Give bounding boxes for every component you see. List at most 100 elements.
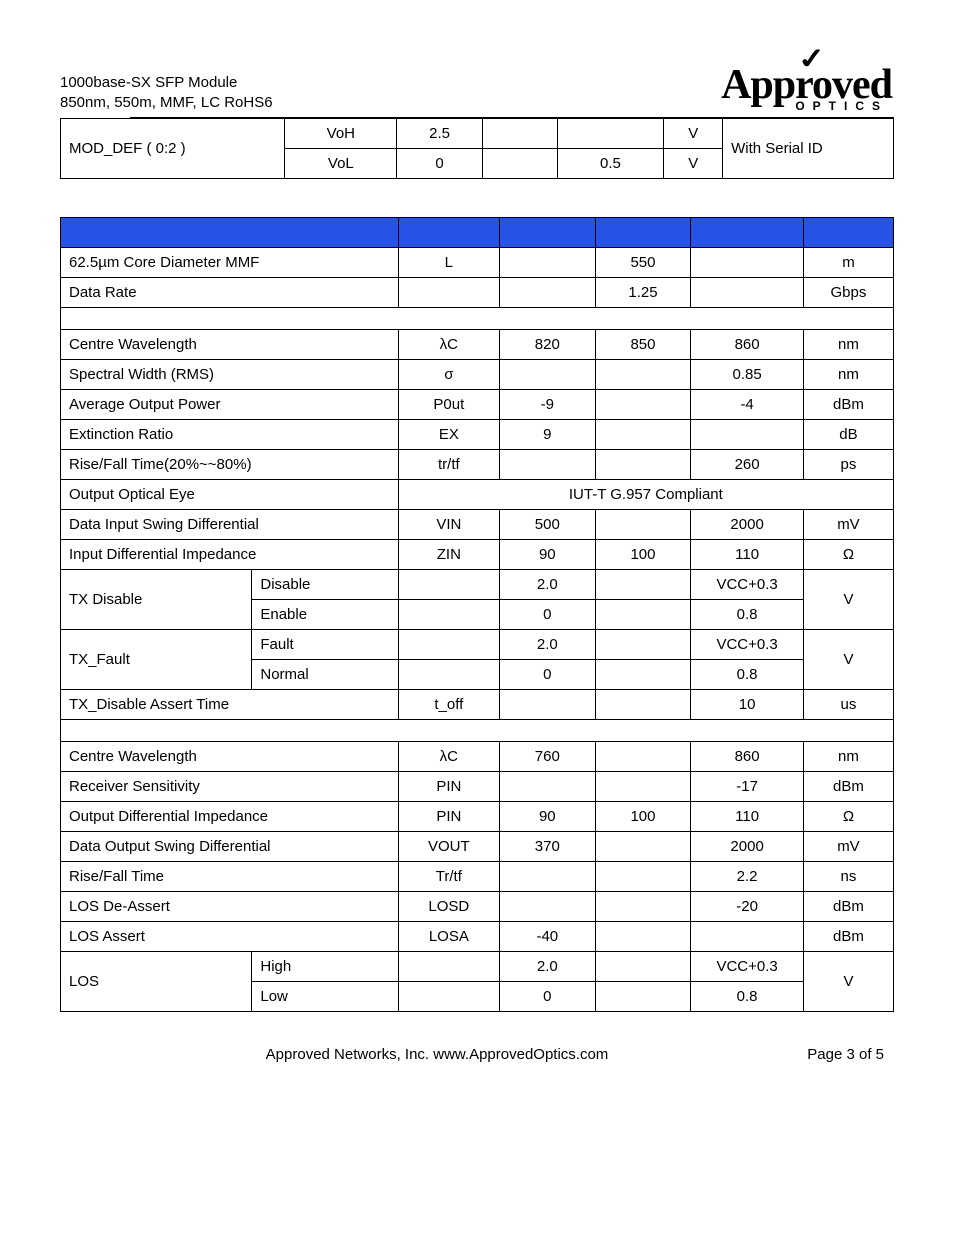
param-cell: Rise/Fall Time	[61, 862, 399, 892]
unit-cell: V	[664, 119, 723, 149]
max-cell: 110	[691, 802, 804, 832]
unit-cell: Ω	[803, 802, 893, 832]
unit-cell: nm	[803, 360, 893, 390]
max-cell: 2000	[691, 832, 804, 862]
optical-spec-table: 62.5µm Core Diameter MMF L 550 m Data Ra…	[60, 217, 894, 1012]
max-cell	[691, 420, 804, 450]
hdr-unit	[803, 218, 893, 248]
min-cell: 820	[499, 330, 595, 360]
condition-cell: High	[252, 952, 398, 982]
typ-cell	[595, 660, 691, 690]
hdr-max	[691, 218, 804, 248]
max-cell: 2000	[691, 510, 804, 540]
typ-cell	[595, 510, 691, 540]
unit-cell: dBm	[803, 772, 893, 802]
min-cell: 0	[499, 660, 595, 690]
min-cell: -40	[499, 922, 595, 952]
page-header: 1000base-SX SFP Module 850nm, 550m, MMF,…	[60, 60, 894, 113]
max-cell: -17	[691, 772, 804, 802]
typ-cell	[595, 922, 691, 952]
param-cell: TX Disable	[61, 570, 252, 630]
typ-cell	[482, 149, 557, 179]
max-cell: 0.85	[691, 360, 804, 390]
symbol-cell: LOSA	[398, 922, 499, 952]
symbol-cell	[398, 952, 499, 982]
typ-cell	[595, 742, 691, 772]
symbol-cell: VoH	[285, 119, 397, 149]
typ-cell	[595, 630, 691, 660]
param-cell: Rise/Fall Time(20%~~80%)	[61, 450, 399, 480]
table-row: Receiver Sensitivity PIN -17 dBm	[61, 772, 894, 802]
param-cell: Average Output Power	[61, 390, 399, 420]
hdr-symbol	[398, 218, 499, 248]
min-cell: 90	[499, 540, 595, 570]
hdr-typical	[595, 218, 691, 248]
unit-cell: mV	[803, 832, 893, 862]
symbol-cell: P0ut	[398, 390, 499, 420]
typ-cell	[595, 450, 691, 480]
symbol-cell: λC	[398, 330, 499, 360]
max-cell: 2.2	[691, 862, 804, 892]
param-cell: Output Optical Eye	[61, 480, 399, 510]
typ-cell: 850	[595, 330, 691, 360]
symbol-cell: VIN	[398, 510, 499, 540]
table-row: Average Output Power P0ut -9 -4 dBm	[61, 390, 894, 420]
symbol-cell: EX	[398, 420, 499, 450]
unit-cell: dBm	[803, 390, 893, 420]
typ-cell	[595, 832, 691, 862]
section-divider	[61, 720, 894, 742]
max-cell: 0.8	[691, 982, 804, 1012]
table-row: Extinction Ratio EX 9 dB	[61, 420, 894, 450]
unit-cell: V	[803, 630, 893, 690]
symbol-cell: PIN	[398, 772, 499, 802]
param-cell: Output Differential Impedance	[61, 802, 399, 832]
header-line-1: 1000base-SX SFP Module	[60, 73, 273, 93]
param-cell: Receiver Sensitivity	[61, 772, 399, 802]
table-row: Centre Wavelength λC 760 860 nm	[61, 742, 894, 772]
hdr-min	[499, 218, 595, 248]
unit-cell: us	[803, 690, 893, 720]
checkmark-icon: ✓	[796, 41, 826, 76]
symbol-cell: L	[398, 248, 499, 278]
header-line-2: 850nm, 550m, MMF, LC RoHS6	[60, 93, 273, 113]
symbol-cell: Tr/tf	[398, 862, 499, 892]
symbol-cell: λC	[398, 742, 499, 772]
param-cell: 62.5µm Core Diameter MMF	[61, 248, 399, 278]
typ-cell: 1.25	[595, 278, 691, 308]
max-cell: VCC+0.3	[691, 570, 804, 600]
min-cell: 2.0	[499, 952, 595, 982]
unit-cell: nm	[803, 742, 893, 772]
max-cell: -4	[691, 390, 804, 420]
param-cell: Centre Wavelength	[61, 330, 399, 360]
param-cell: Input Differential Impedance	[61, 540, 399, 570]
section-divider-row	[61, 308, 894, 330]
symbol-cell	[398, 982, 499, 1012]
typ-cell: 100	[595, 540, 691, 570]
symbol-cell: tr/tf	[398, 450, 499, 480]
min-cell: 2.5	[397, 119, 482, 149]
table-row: LOS De-Assert LOSD -20 dBm	[61, 892, 894, 922]
symbol-cell	[398, 600, 499, 630]
symbol-cell: ZIN	[398, 540, 499, 570]
typ-cell	[595, 420, 691, 450]
max-cell	[557, 119, 664, 149]
max-cell: -20	[691, 892, 804, 922]
symbol-cell: LOSD	[398, 892, 499, 922]
min-cell: 9	[499, 420, 595, 450]
min-cell	[499, 772, 595, 802]
max-cell: 0.8	[691, 660, 804, 690]
param-cell: Data Output Swing Differential	[61, 832, 399, 862]
min-cell: 2.0	[499, 570, 595, 600]
table-row: TX_Disable Assert Time t_off 10 us	[61, 690, 894, 720]
typ-cell	[595, 360, 691, 390]
table-row: Output Optical Eye IUT-T G.957 Compliant	[61, 480, 894, 510]
min-cell: 760	[499, 742, 595, 772]
max-cell: 0.5	[557, 149, 664, 179]
page-footer: Approved Networks, Inc. www.ApprovedOpti…	[60, 1046, 894, 1063]
unit-cell: ns	[803, 862, 893, 892]
typ-cell	[595, 982, 691, 1012]
mod-def-table: MOD_DEF ( 0:2 ) VoH 2.5 V With Serial ID…	[60, 118, 894, 179]
symbol-cell	[398, 630, 499, 660]
min-cell: 500	[499, 510, 595, 540]
max-cell: 860	[691, 330, 804, 360]
